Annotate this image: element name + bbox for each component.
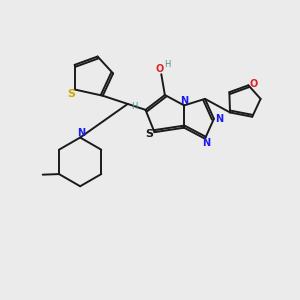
Text: N: N xyxy=(78,128,86,138)
Text: O: O xyxy=(250,79,258,89)
Text: O: O xyxy=(156,64,164,74)
Text: H: H xyxy=(164,60,170,69)
Text: H: H xyxy=(131,102,137,111)
Text: S: S xyxy=(145,129,153,139)
Text: N: N xyxy=(180,96,188,106)
Text: N: N xyxy=(202,138,210,148)
Text: N: N xyxy=(215,114,223,124)
Text: S: S xyxy=(68,89,76,99)
